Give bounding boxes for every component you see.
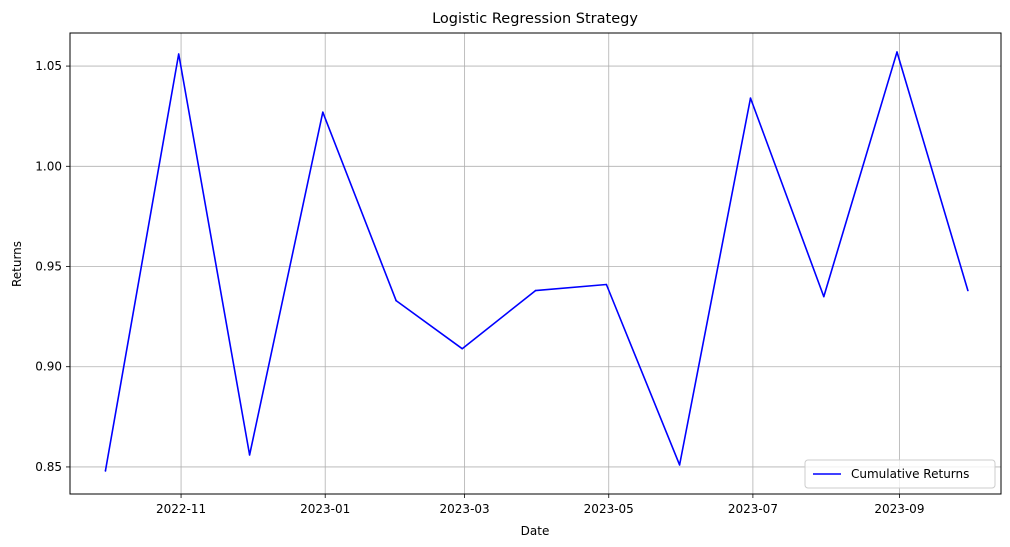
data-point [461,347,464,350]
data-point [896,51,898,53]
x-tick-label: 2023-03 [440,502,490,516]
legend: Cumulative Returns [804,459,996,489]
x-tick-label: 2023-01 [300,502,350,516]
data-point [104,470,107,472]
y-tick-label: 0.95 [35,260,62,274]
data-point [967,289,969,292]
y-tick-label: 0.85 [35,460,62,474]
data-point [248,454,251,456]
data-point [678,464,681,466]
legend-label: Cumulative Returns [851,467,969,481]
data-point [822,295,825,298]
x-tick-label: 2023-05 [584,502,634,516]
x-tick-label: 2022-11 [156,502,206,516]
data-point [605,283,608,286]
series-layer [104,51,969,472]
data-point [749,97,752,99]
y-tick-label: 0.90 [35,360,62,374]
y-axis: 0.85 0.90 0.95 1.00 1.05 [35,59,70,474]
y-tick-label: 1.00 [35,159,62,173]
x-axis-label: Date [521,524,550,538]
y-tick-label: 1.05 [35,59,62,73]
legend-box [804,459,996,489]
data-point [534,289,537,292]
y-axis-label: Returns [10,241,24,287]
data-point [322,111,324,113]
x-axis: 2022-11 2023-01 2023-03 2023-05 2023-07 2023-… [156,494,924,516]
x-tick-label: 2023-09 [874,502,924,516]
x-tick-label: 2023-07 [728,502,778,516]
plot-frame [69,32,1002,495]
data-point [395,299,397,302]
data-point [177,53,180,55]
chart-title: Logistic Regression Strategy [432,11,638,27]
